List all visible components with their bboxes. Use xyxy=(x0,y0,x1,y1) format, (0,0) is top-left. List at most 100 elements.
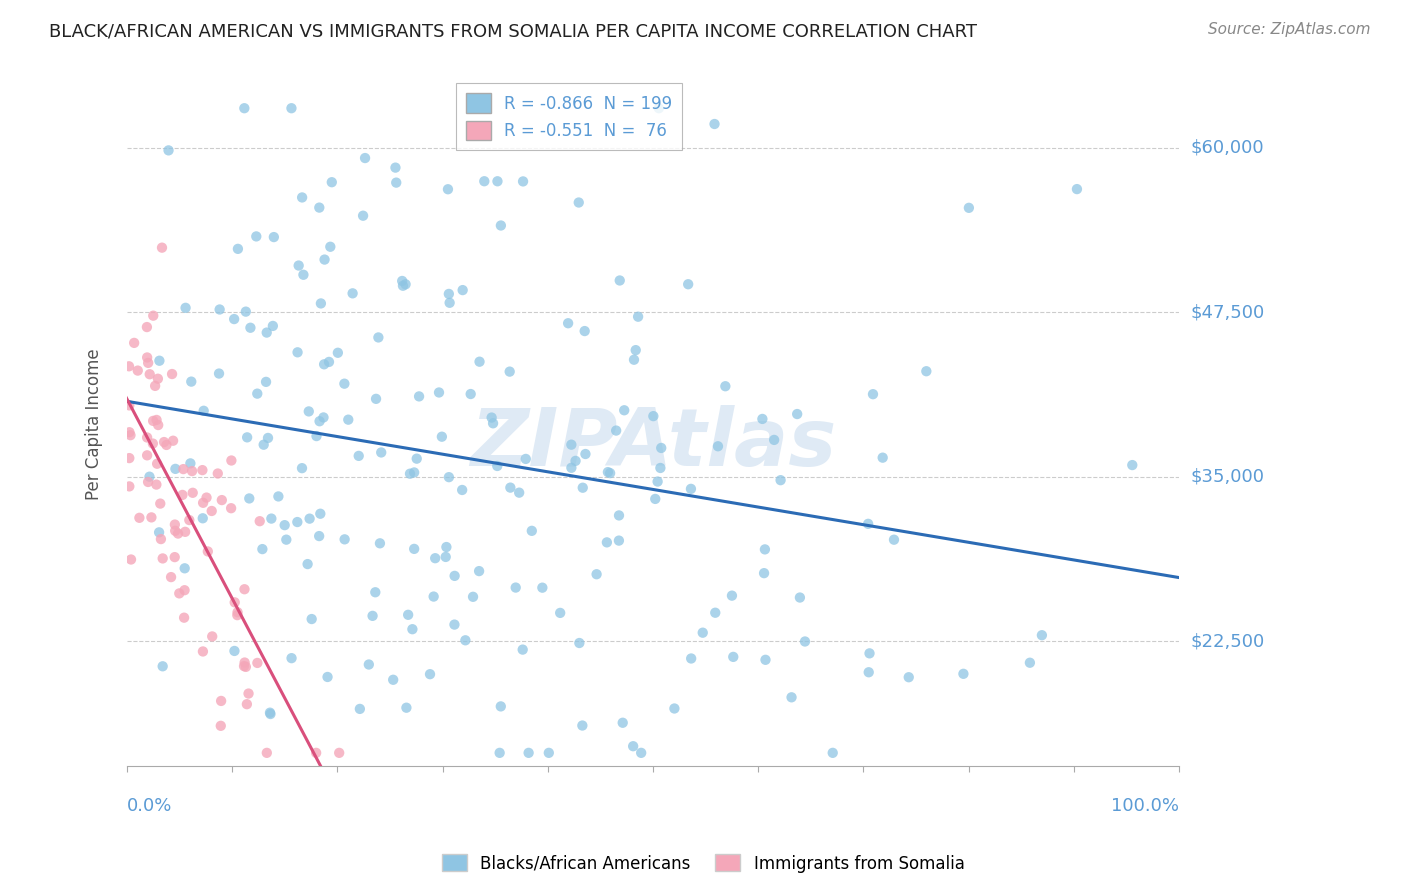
Point xyxy=(333,533,356,547)
Point xyxy=(191,463,214,477)
Point xyxy=(952,666,974,681)
Legend: Blacks/African Americans, Immigrants from Somalia: Blacks/African Americans, Immigrants fro… xyxy=(434,847,972,880)
Point xyxy=(207,467,229,481)
Point xyxy=(142,309,165,323)
Point xyxy=(349,702,371,716)
Point xyxy=(146,457,169,471)
Point xyxy=(260,511,283,525)
Point xyxy=(174,524,197,539)
Point xyxy=(780,690,803,705)
Point xyxy=(195,491,218,505)
Point xyxy=(858,646,880,660)
Point xyxy=(692,625,714,640)
Point xyxy=(531,581,554,595)
Point xyxy=(404,541,426,556)
Point xyxy=(703,117,725,131)
Point xyxy=(499,481,522,495)
Point xyxy=(714,379,737,393)
Point xyxy=(224,644,246,658)
Point xyxy=(461,590,484,604)
Legend: R = -0.866  N = 199, R = -0.551  N =  76: R = -0.866 N = 199, R = -0.551 N = 76 xyxy=(456,83,682,150)
Point xyxy=(298,511,321,525)
Point xyxy=(298,404,321,418)
Point xyxy=(321,175,343,189)
Point xyxy=(142,436,165,450)
Point xyxy=(181,485,204,500)
Point xyxy=(148,525,170,540)
Point xyxy=(486,458,509,473)
Point xyxy=(613,403,636,417)
Point xyxy=(821,746,844,760)
Point xyxy=(515,451,537,466)
Point xyxy=(425,551,447,566)
Point xyxy=(560,460,582,475)
Point xyxy=(224,595,246,609)
Point xyxy=(612,715,634,730)
Point xyxy=(434,540,457,554)
Point xyxy=(172,462,194,476)
Point xyxy=(152,551,174,566)
Point xyxy=(512,642,534,657)
Point xyxy=(754,542,776,557)
Point xyxy=(419,667,441,681)
Point xyxy=(422,590,444,604)
Point xyxy=(191,511,214,525)
Point xyxy=(574,324,596,338)
Point xyxy=(143,379,166,393)
Point xyxy=(233,582,256,597)
Point xyxy=(434,549,457,564)
Point xyxy=(883,533,905,547)
Text: $60,000: $60,000 xyxy=(1191,138,1264,157)
Point xyxy=(897,670,920,684)
Point xyxy=(252,542,274,557)
Point xyxy=(568,636,591,650)
Point xyxy=(169,586,191,600)
Point xyxy=(489,219,512,233)
Point xyxy=(257,431,280,445)
Point xyxy=(136,448,159,462)
Point xyxy=(664,701,686,715)
Point xyxy=(148,353,170,368)
Point xyxy=(607,508,630,523)
Point xyxy=(564,454,586,468)
Point xyxy=(314,357,336,371)
Point xyxy=(226,242,249,256)
Point xyxy=(318,355,340,369)
Point xyxy=(149,532,172,546)
Point xyxy=(165,524,187,538)
Point xyxy=(235,304,257,318)
Point xyxy=(370,445,392,459)
Point xyxy=(162,434,184,448)
Point xyxy=(254,375,277,389)
Point xyxy=(309,507,332,521)
Point xyxy=(148,418,170,433)
Point xyxy=(308,201,330,215)
Point xyxy=(630,746,652,760)
Point xyxy=(285,515,308,529)
Point xyxy=(333,376,356,391)
Point xyxy=(488,746,510,760)
Point xyxy=(789,591,811,605)
Point xyxy=(157,144,180,158)
Point xyxy=(259,706,281,720)
Text: $35,000: $35,000 xyxy=(1191,467,1264,485)
Point xyxy=(404,466,426,480)
Point xyxy=(384,161,406,175)
Point xyxy=(650,461,672,475)
Point xyxy=(152,659,174,673)
Point xyxy=(305,746,328,760)
Point xyxy=(508,485,530,500)
Point xyxy=(408,389,430,403)
Point xyxy=(858,665,880,680)
Point xyxy=(280,101,302,115)
Point xyxy=(312,410,335,425)
Text: $22,500: $22,500 xyxy=(1191,632,1264,650)
Point xyxy=(443,569,465,583)
Point xyxy=(354,151,377,165)
Point xyxy=(235,660,257,674)
Point xyxy=(347,449,370,463)
Point xyxy=(489,699,512,714)
Point xyxy=(862,387,884,401)
Point xyxy=(163,517,186,532)
Point xyxy=(259,706,281,721)
